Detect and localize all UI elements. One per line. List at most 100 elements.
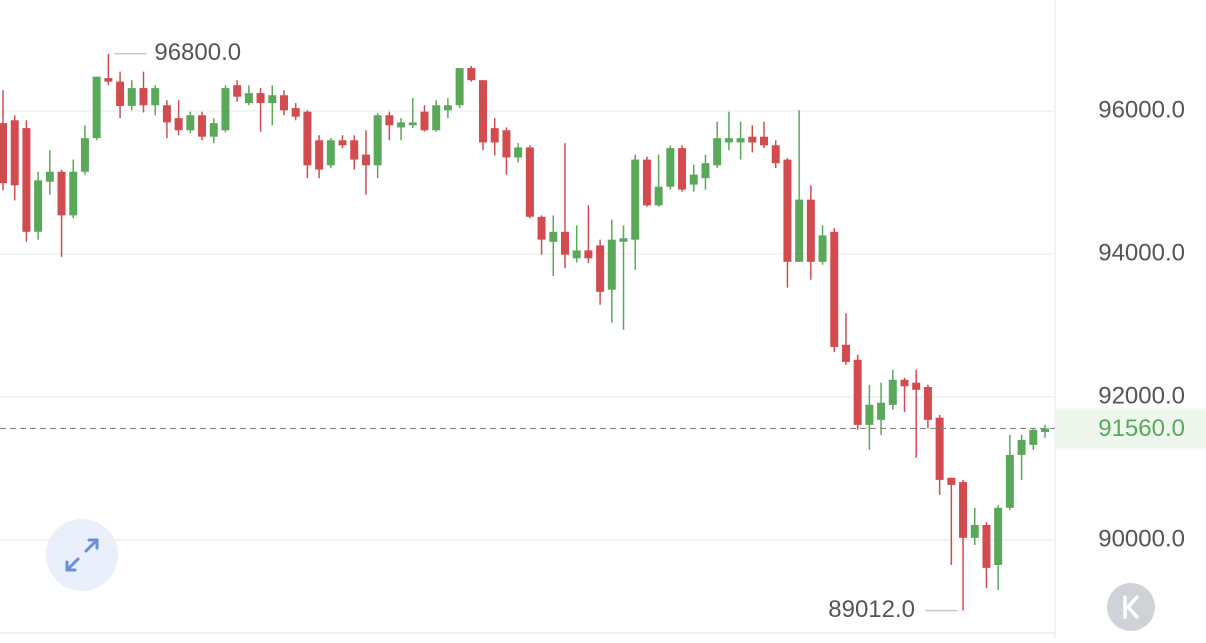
candle-body (127, 88, 136, 106)
candle-body (572, 250, 581, 259)
candle-body (34, 180, 43, 232)
candle-body (923, 386, 932, 420)
candle-body (514, 147, 523, 158)
candle-body (373, 115, 382, 166)
candle-body (279, 95, 288, 111)
candle-body (525, 147, 534, 217)
kline-icon[interactable] (1123, 595, 1139, 619)
candle-body (736, 138, 745, 143)
candle-body (432, 105, 441, 131)
candle-body (537, 216, 546, 240)
low-label: 89012.0 (828, 596, 915, 623)
candle-body (338, 140, 347, 146)
candle-body (584, 250, 593, 259)
candle-body (631, 159, 640, 240)
candle-body (818, 235, 827, 262)
candle-body (45, 171, 54, 182)
candle-body (994, 507, 1003, 566)
candle-body (748, 136, 757, 143)
candle-body (760, 136, 769, 146)
candle-body (361, 154, 370, 166)
candle-body (104, 78, 113, 82)
candle-body (689, 174, 698, 185)
candle-body (607, 239, 616, 290)
candle-body (888, 379, 897, 405)
candle-body (69, 171, 78, 216)
candle-body (1017, 439, 1026, 455)
y-tick-label: 96000.0 (1098, 96, 1185, 123)
candle-body (268, 95, 277, 104)
candle-body (1005, 454, 1014, 508)
candle-body (221, 88, 230, 131)
last-price-label: 91560.0 (1098, 415, 1185, 442)
kline-button[interactable] (1107, 583, 1155, 631)
candle-body (959, 482, 968, 538)
candle-body (162, 105, 171, 123)
candle-body (303, 111, 312, 166)
candle-body (233, 85, 242, 97)
y-tick-label: 94000.0 (1098, 239, 1185, 266)
candle-body (350, 140, 359, 160)
expand-button-bg[interactable] (46, 519, 118, 591)
candle-body (22, 128, 31, 232)
candle-body (701, 163, 710, 179)
candle-body (397, 122, 406, 128)
plot-area: 90000.0 92000.0 94000.0 96000.0 96800.0 89012… (0, 39, 1185, 623)
candle-body (455, 68, 464, 106)
candle-body (935, 417, 944, 480)
candle-body (970, 524, 979, 538)
candle-body (877, 402, 886, 420)
candle-body (198, 115, 207, 137)
y-tick-label: 90000.0 (1098, 525, 1185, 552)
candle-body (420, 111, 429, 131)
candle-body (865, 404, 874, 425)
candle-body (1041, 428, 1049, 433)
candle-body (408, 122, 417, 126)
candle-body (186, 115, 195, 131)
candle-body (724, 138, 733, 143)
candle-body (596, 245, 605, 292)
expand-icon[interactable] (65, 538, 99, 572)
candle-body (982, 524, 991, 568)
candle-body (654, 186, 663, 206)
candle-body (1029, 429, 1038, 445)
candle-body (502, 130, 511, 158)
candle-body (151, 88, 160, 106)
candle-body (912, 382, 921, 390)
candle-body (853, 359, 862, 425)
candle-body (783, 159, 792, 262)
kline-button-bg[interactable] (1107, 583, 1155, 631)
high-label: 96800.0 (154, 39, 241, 66)
candle-body (666, 148, 675, 187)
candle-body (10, 120, 19, 186)
candle-body (490, 128, 499, 143)
candle-body (947, 477, 956, 485)
candle-body (806, 199, 815, 262)
candle-body (771, 145, 780, 164)
candle-body (467, 68, 476, 81)
candle-body (174, 118, 183, 131)
candle-body (256, 93, 265, 104)
expand-button[interactable] (46, 519, 118, 591)
y-tick-label: 92000.0 (1098, 382, 1185, 409)
candle-body (619, 238, 628, 242)
candle-body (80, 138, 89, 172)
candle-body (795, 199, 804, 262)
candle-body (315, 140, 324, 170)
candle-body (244, 93, 253, 104)
last-price-bg (1056, 408, 1206, 449)
candle-body (57, 171, 66, 216)
candle-body (385, 115, 394, 126)
candle-body (549, 231, 558, 242)
candle-body (560, 231, 569, 255)
candle-body (291, 108, 300, 117)
candle-body (0, 123, 7, 184)
candle-body (900, 379, 909, 387)
candle-body (116, 81, 125, 106)
candle-body (443, 105, 452, 111)
candle-body (326, 140, 335, 166)
candle-body (479, 80, 488, 143)
